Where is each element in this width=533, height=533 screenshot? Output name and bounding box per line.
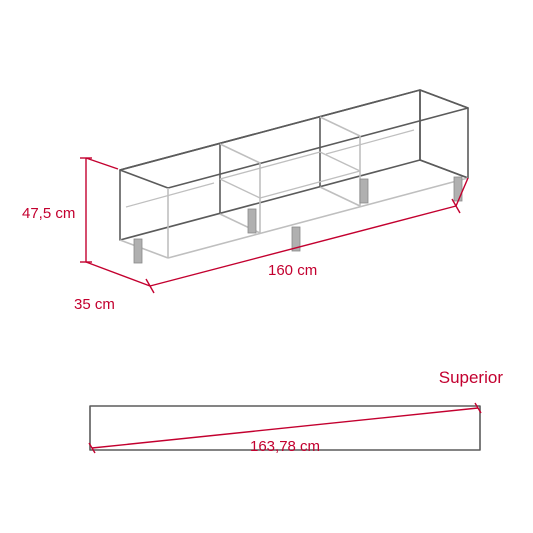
furniture-isometric xyxy=(0,30,533,370)
dim-width-label: 160 cm xyxy=(268,262,317,279)
superior-title: Superior xyxy=(439,368,503,388)
dim-height-label: 47,5 cm xyxy=(22,205,75,222)
dim-depth-label: 35 cm xyxy=(74,296,115,313)
superior-value: 163,78 cm xyxy=(250,438,320,455)
diagram-stage: 47,5 cm 35 cm 160 cm Superior 163,78 cm xyxy=(0,0,533,533)
